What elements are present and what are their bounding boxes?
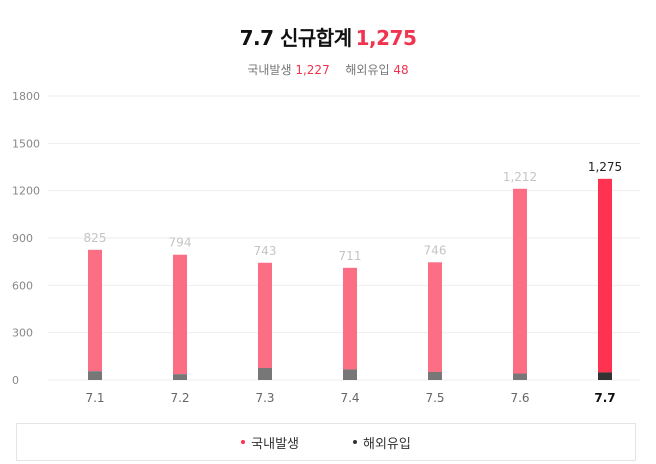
y-tick-label: 0 (12, 374, 19, 387)
chart-header: 7.7 신규합계 1,275 국내발생 1,227 해외유입 48 (0, 22, 656, 78)
legend-item-imported[interactable]: 해외유입 (353, 433, 411, 452)
x-tick-label: 7.1 (85, 391, 104, 405)
domestic-value: 1,227 (295, 63, 330, 77)
data-label: 1,275 (588, 160, 622, 174)
y-tick-label: 900 (12, 232, 33, 245)
bar-imported (173, 374, 187, 380)
bar-imported (513, 373, 527, 380)
legend-item-domestic[interactable]: 국내발생 (241, 433, 299, 452)
imported-value: 48 (393, 63, 409, 77)
chart-subtitle: 국내발생 1,227 해외유입 48 (0, 61, 656, 78)
bar-chart: 1800 1500 1200 900 600 300 0 825 7.1 794 7.2 743 7.3… (12, 90, 640, 405)
bar-imported (88, 371, 102, 380)
bar-domestic (513, 188, 527, 374)
bar-domestic (428, 262, 442, 372)
y-tick-label: 1800 (12, 90, 40, 103)
bar-imported (258, 368, 272, 380)
legend-label-domestic: 국내발생 (251, 436, 299, 452)
x-tick-label: 7.4 (340, 391, 359, 405)
legend-dot-domestic-icon (241, 440, 246, 444)
data-label: 1,212 (503, 170, 537, 184)
bar-domestic (598, 178, 612, 373)
legend-label-imported: 해외유입 (363, 436, 411, 452)
x-tick-label: 7.6 (510, 391, 529, 405)
x-tick-label: 7.5 (425, 391, 444, 405)
legend-dot-imported-icon (353, 440, 357, 444)
y-tick-label: 1500 (12, 137, 40, 150)
bar-imported (343, 369, 357, 380)
y-tick-label: 1200 (12, 185, 40, 198)
data-label: 746 (424, 243, 447, 257)
bar-imported (428, 371, 442, 380)
data-label: 825 (84, 231, 107, 245)
y-tick-label: 300 (12, 327, 33, 340)
domestic-label: 국내발생 (247, 63, 292, 77)
bar-imported (598, 372, 612, 380)
bar-domestic (173, 254, 187, 375)
title-text: 7.7 신규합계 (239, 26, 353, 50)
imported-label: 해외유입 (345, 63, 390, 77)
x-tick-label: 7.3 (255, 391, 274, 405)
y-tick-label: 600 (12, 279, 33, 292)
data-label: 711 (339, 249, 362, 263)
x-tick-label: 7.2 (170, 391, 189, 405)
bar-domestic (258, 262, 272, 369)
data-label: 794 (169, 236, 192, 250)
bar-domestic (88, 249, 102, 372)
x-tick-label: 7.7 (594, 391, 615, 405)
chart-title: 7.7 신규합계 1,275 (0, 22, 656, 51)
data-label: 743 (254, 244, 277, 258)
bar-domestic (343, 267, 357, 370)
title-total: 1,275 (355, 26, 417, 50)
chart-legend: 국내발생 해외유입 (16, 423, 636, 461)
